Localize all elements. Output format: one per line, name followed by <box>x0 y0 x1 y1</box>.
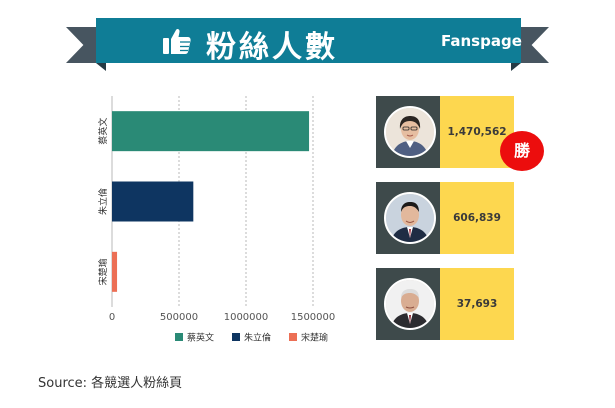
thumbs-up-icon <box>163 28 191 54</box>
ribbon-fold-right <box>511 63 521 71</box>
x-tick-label: 0 <box>109 312 115 323</box>
candidate-2-portrait <box>384 192 436 244</box>
candidate-3-portrait <box>384 278 436 330</box>
page-subtitle: Fanspage <box>441 32 522 50</box>
x-tick-label: 1000000 <box>224 312 269 323</box>
legend-swatch <box>232 333 240 341</box>
candidate-2-fans: 606,839 <box>453 212 501 224</box>
candidate-1-portrait <box>384 106 436 158</box>
candidate-card-2: 606,839 <box>376 182 514 254</box>
bar-2 <box>112 181 194 222</box>
legend-swatch <box>175 333 183 341</box>
x-tick-label: 500000 <box>160 312 198 323</box>
legend-entry: 朱立倫 <box>244 332 271 344</box>
ribbon-fold-left <box>96 63 106 71</box>
candidate-1-fans: 1,470,562 <box>447 126 507 138</box>
legend-entry: 蔡英文 <box>187 332 214 344</box>
page-title: 粉絲人數 <box>206 30 338 65</box>
card-value-panel <box>440 182 514 254</box>
card-value-panel <box>440 268 514 340</box>
candidate-3-fans: 37,693 <box>456 298 498 310</box>
bar-3 <box>112 251 118 292</box>
source-note: Source: 各競選人粉絲頁 <box>38 376 183 391</box>
category-label: 蔡英文 <box>97 118 109 145</box>
bar-1 <box>112 111 310 152</box>
winner-badge: 勝 <box>500 131 544 171</box>
header-ribbon: 粉絲人數 Fanspage <box>96 18 522 65</box>
candidate-card-3: 37,693 <box>376 268 514 340</box>
x-tick-label: 1500000 <box>291 312 336 323</box>
category-label: 朱立倫 <box>97 188 109 215</box>
candidate-card-1: 1,470,562 <box>376 96 514 168</box>
category-label: 宋楚瑜 <box>97 258 109 285</box>
legend-swatch <box>289 333 297 341</box>
legend-entry: 宋楚瑜 <box>301 332 328 344</box>
